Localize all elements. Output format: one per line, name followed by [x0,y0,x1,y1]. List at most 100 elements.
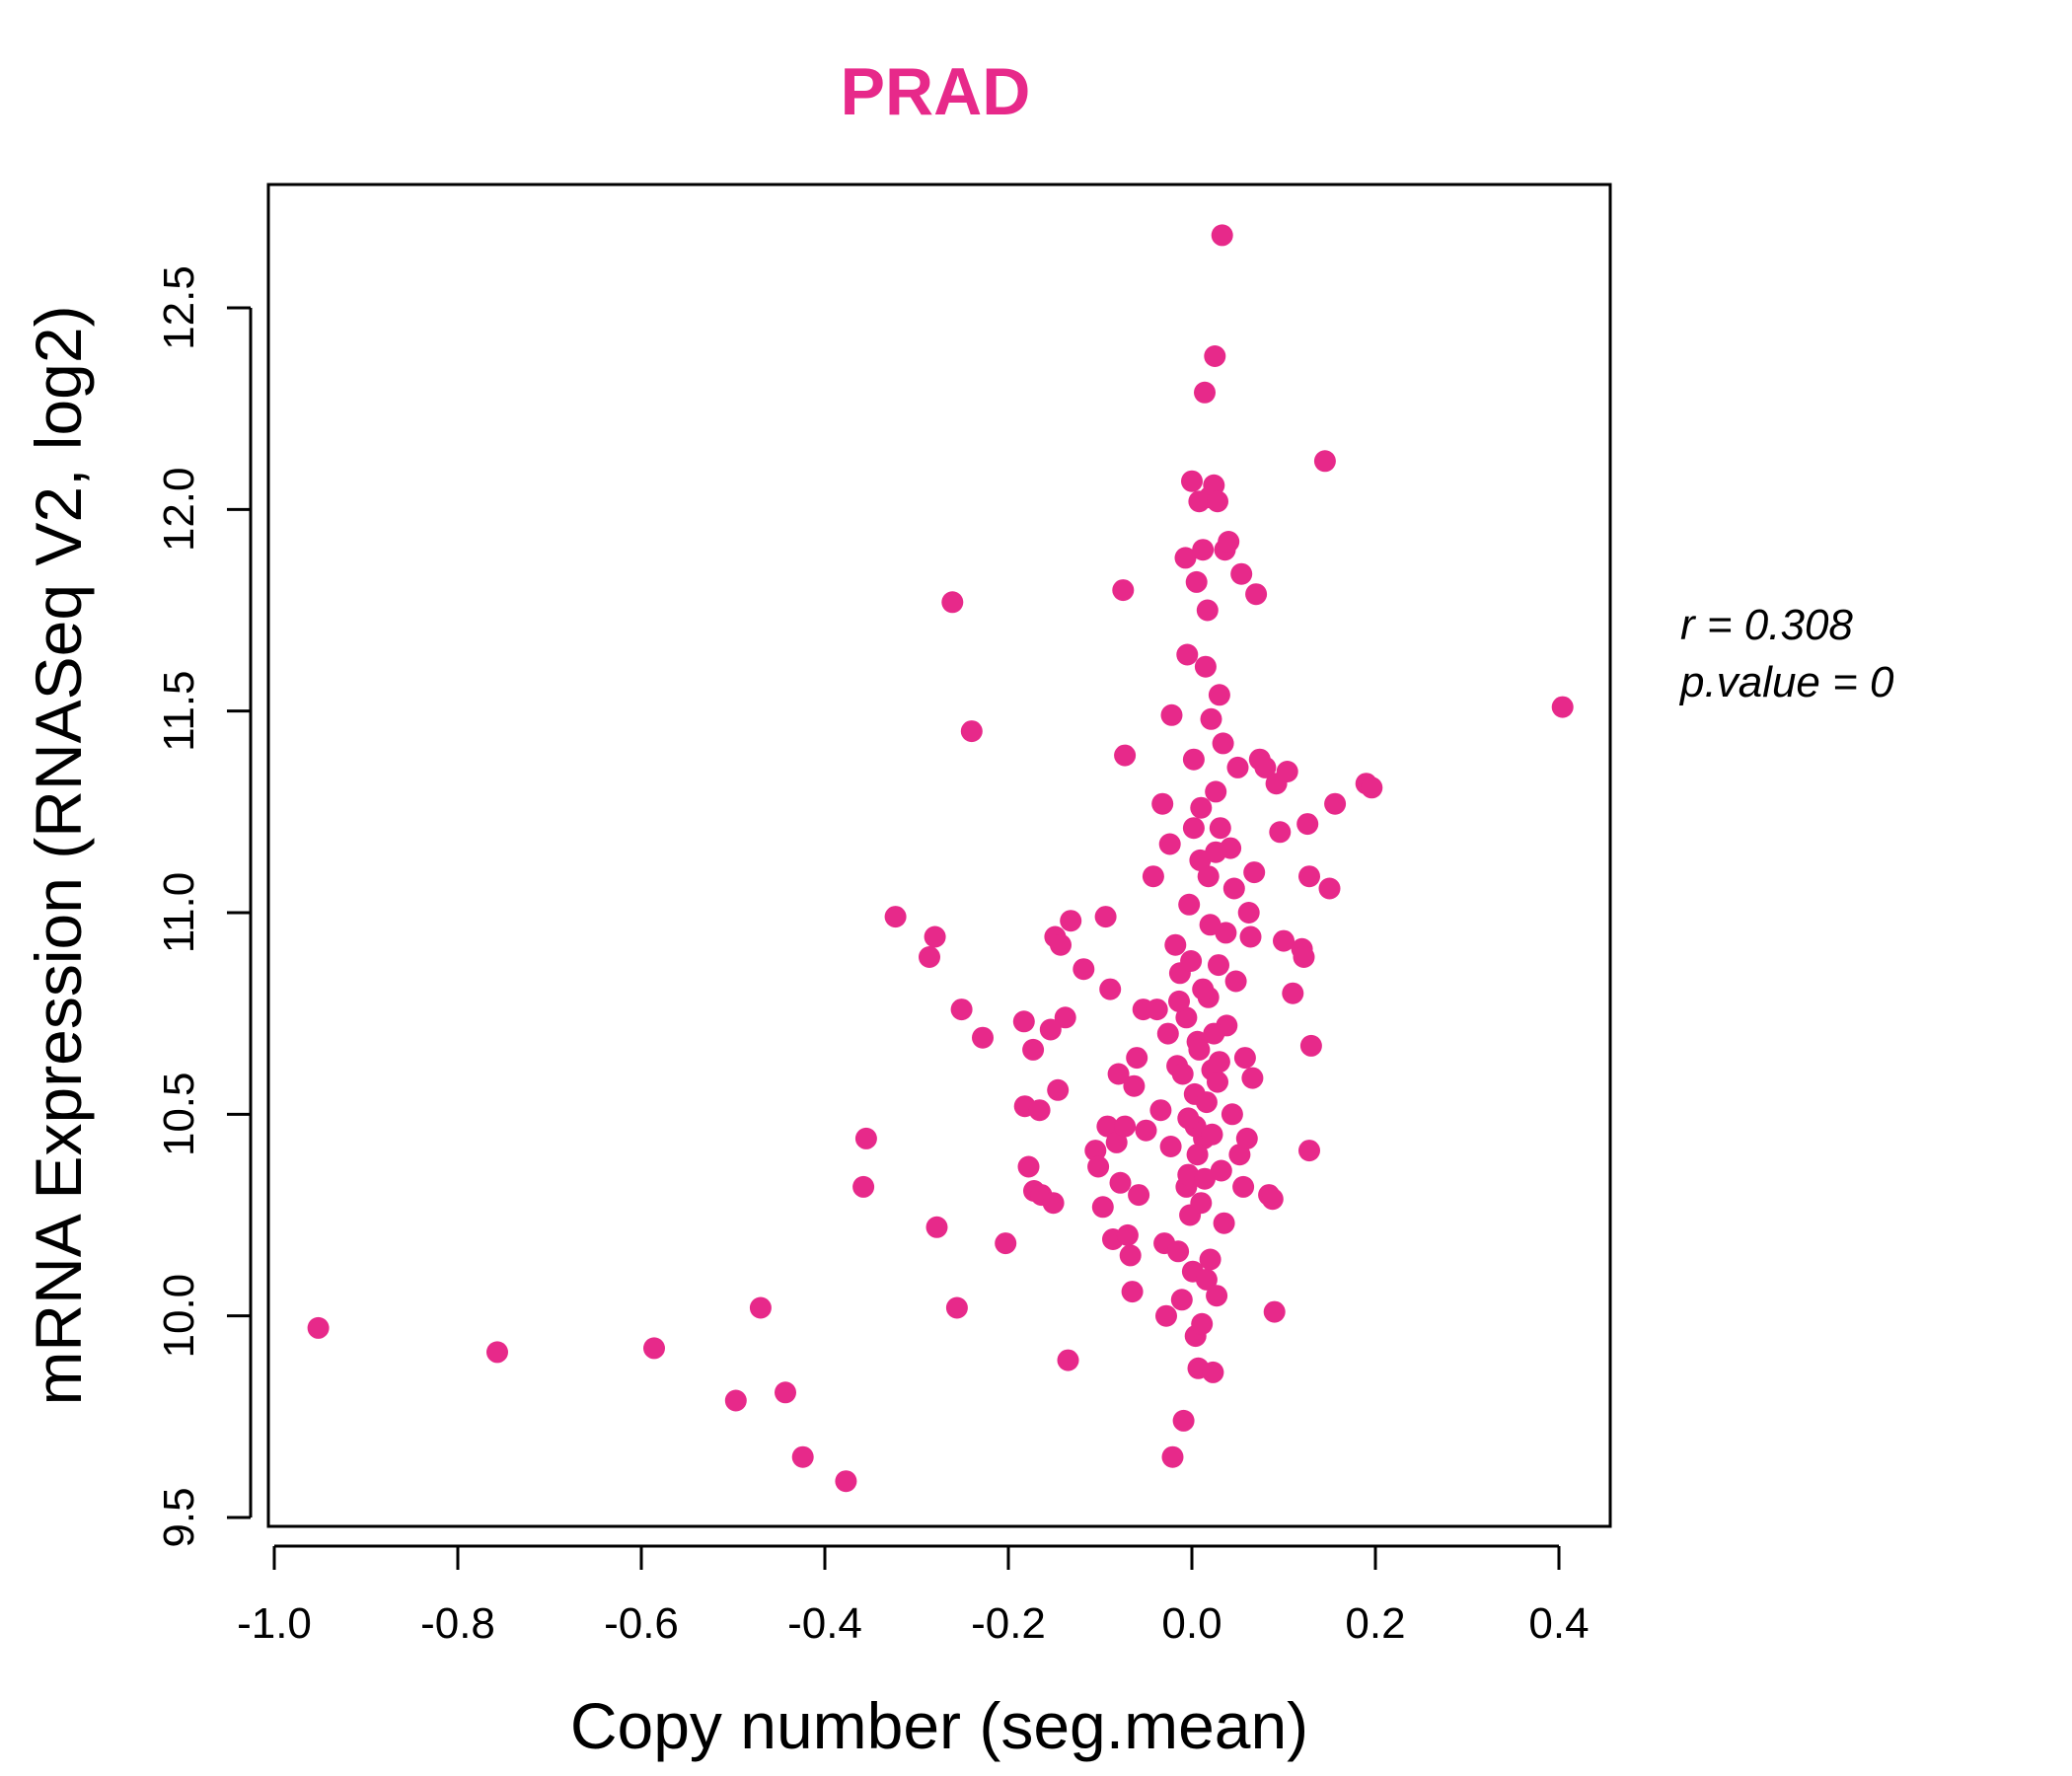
data-point [1232,1175,1255,1198]
data-point [1168,990,1190,1012]
data-point [1073,958,1095,981]
data-point [1178,893,1201,916]
data-point [1119,1244,1142,1267]
data-point [1254,756,1277,778]
data-point [1175,1006,1198,1029]
x-tick-label: -0.4 [787,1599,862,1648]
data-point [1126,1047,1148,1070]
data-point [1209,817,1231,840]
data-point [1239,925,1262,948]
y-tick-label: 9.5 [155,1487,203,1547]
y-tick-label: 12.5 [155,265,203,350]
data-point [1195,1268,1218,1291]
data-point [945,1296,968,1319]
data-point [1293,946,1315,968]
data-point [1313,450,1336,473]
data-point [1194,655,1217,678]
y-axis: 9.5 10.0 10.5 11.0 11.5 12.0 12.5 [155,265,253,1548]
data-point [749,1296,772,1319]
data-point [1155,1304,1177,1327]
data-point [1203,474,1225,496]
data-point [1156,1022,1179,1045]
data-point [854,1127,877,1149]
data-point [1222,877,1245,900]
data-point [1203,1022,1225,1045]
data-point [1190,796,1213,819]
data-point [1149,1099,1172,1122]
chart-title: PRAD [841,54,1031,129]
data-point [1185,570,1208,593]
data-point [919,946,940,968]
data-point [1177,1107,1200,1130]
data-point [1551,696,1574,718]
y-tick-label: 11.0 [155,872,203,953]
data-point [1188,1038,1211,1061]
data-point [1171,1063,1194,1085]
data-point [1047,1078,1070,1101]
x-tick-label: 0.0 [1161,1599,1221,1648]
data-point [1042,1192,1065,1215]
data-point [1099,978,1122,1000]
data-point [1218,531,1240,553]
data-point [1105,1131,1128,1153]
data-point [852,1175,875,1198]
data-point [1208,684,1230,706]
data-point [724,1389,747,1412]
data-point [950,999,973,1021]
data-point [1208,1051,1230,1073]
data-point [1261,1188,1284,1211]
data-point [1161,1445,1184,1468]
data-point [924,925,946,948]
data-point [1226,756,1249,778]
data-point [1135,1119,1157,1142]
data-point [1180,950,1203,972]
data-point [1114,1115,1137,1138]
data-point [1205,841,1227,863]
x-tick-label: 0.4 [1528,1599,1589,1648]
data-point [1318,877,1341,900]
data-point [1167,1240,1190,1263]
data-point [925,1216,948,1238]
data-point [1176,643,1199,666]
data-point [1121,1281,1144,1303]
data-point [1182,748,1205,771]
x-tick-label: 0.2 [1345,1599,1405,1648]
data-point [1296,813,1319,836]
x-axis: -1.0 -0.8 -0.6 -0.4 -0.2 0.0 0.2 0.4 [237,1544,1590,1648]
data-point [1211,224,1233,247]
data-point [1107,1063,1130,1085]
p-annotation: p.value = 0 [1678,658,1894,706]
data-point [1201,1123,1223,1146]
y-axis-label: mRNA Expression (RNASeq V2, log2) [22,305,95,1405]
data-point [884,906,907,928]
data-point [1212,732,1234,755]
data-point [1199,914,1221,936]
data-point [1164,933,1187,956]
data-point [1087,1155,1110,1178]
r-annotation: r = 0.308 [1680,601,1853,649]
data-point [1186,1144,1209,1166]
data-point [1194,1167,1216,1190]
data-point [1192,978,1215,1000]
data-point [1116,1223,1139,1246]
data-point [1206,1285,1228,1307]
data-point [1282,982,1304,1004]
data-point [1263,1300,1286,1323]
data-point [1170,1289,1193,1311]
data-point [1230,562,1253,585]
data-point [1054,1006,1076,1029]
data-point [960,720,983,743]
data-point [1276,761,1298,782]
y-tick-label: 10.0 [155,1274,203,1359]
data-point [1205,780,1227,803]
data-point [1114,744,1137,767]
data-point [995,1232,1017,1255]
data-point [1084,1140,1107,1162]
y-tick-label: 11.5 [155,670,203,751]
data-point [486,1341,508,1364]
data-points [307,224,1574,1493]
data-point [1298,1140,1320,1162]
data-point [1200,707,1222,730]
data-point [1273,929,1295,952]
